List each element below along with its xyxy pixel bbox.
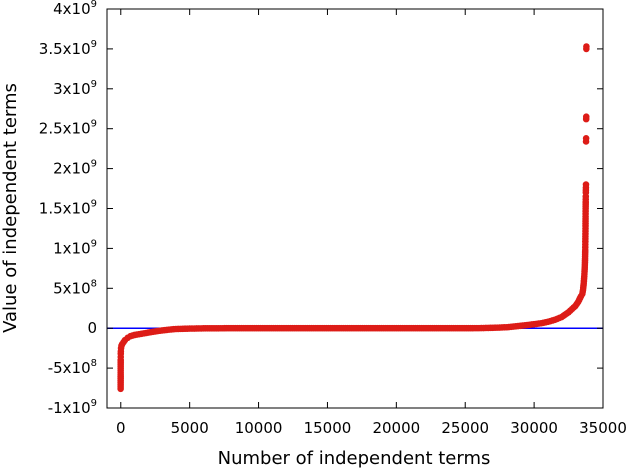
y-tick-exponent: 9 <box>91 199 97 210</box>
y-tick-label: -5x108 <box>48 358 97 377</box>
y-tick-exponent: 9 <box>91 79 97 90</box>
y-tick-label: 2.5x109 <box>39 119 97 138</box>
y-tick-mantissa: -1x10 <box>48 399 91 417</box>
y-tick-label: 5x108 <box>53 278 97 297</box>
y-tick-label: 3.5x109 <box>39 39 97 58</box>
y-tick-label: 0 <box>87 319 97 337</box>
y-tick-mantissa: 1.5x10 <box>39 200 91 218</box>
plot-area-frame <box>106 8 604 409</box>
y-tick-exponent: 9 <box>91 0 97 10</box>
x-tick-label: 0 <box>116 419 126 437</box>
x-tick-label: 25000 <box>441 419 489 437</box>
y-tick-mantissa: -5x10 <box>48 359 91 377</box>
y-tick-label: 4x109 <box>53 0 97 18</box>
y-axis-label: Value of independent terms <box>0 83 21 333</box>
y-tick-exponent: 9 <box>91 398 97 409</box>
y-tick-label: -1x109 <box>48 398 97 417</box>
y-tick-mantissa: 0 <box>87 319 97 337</box>
y-tick-mantissa: 2.5x10 <box>39 120 91 138</box>
data-point <box>582 113 590 121</box>
data-point <box>583 43 590 50</box>
y-tick-exponent: 9 <box>91 119 97 130</box>
y-tick-mantissa: 4x10 <box>53 0 91 18</box>
y-tick-exponent: 9 <box>91 39 97 50</box>
y-tick-mantissa: 3.5x10 <box>39 40 91 58</box>
data-point <box>582 181 590 188</box>
y-tick-label: 3x109 <box>53 79 97 98</box>
y-tick-label: 1.5x109 <box>39 199 97 218</box>
y-tick-exponent: 9 <box>91 159 97 170</box>
x-tick-label: 5000 <box>171 419 209 437</box>
x-axis-ticks: 0 5000 10000 15000 20000 25000 30000 35000 <box>116 9 627 437</box>
y-tick-exponent: 8 <box>91 278 97 289</box>
data-points-layer <box>117 43 590 393</box>
x-tick-label: 20000 <box>372 419 420 437</box>
x-tick-label: 10000 <box>235 419 283 437</box>
y-tick-label: 2x109 <box>53 159 97 178</box>
y-tick-label: 1x109 <box>53 238 97 257</box>
x-tick-label: 30000 <box>510 419 558 437</box>
x-axis-label: Number of independent terms <box>218 448 491 468</box>
y-tick-mantissa: 3x10 <box>53 80 91 98</box>
y-tick-mantissa: 5x10 <box>53 279 91 297</box>
y-tick-mantissa: 2x10 <box>53 160 91 178</box>
y-tick-exponent: 8 <box>91 358 97 369</box>
x-tick-label: 15000 <box>304 419 352 437</box>
y-tick-mantissa: 1x10 <box>53 239 91 257</box>
y-tick-exponent: 9 <box>91 238 97 249</box>
data-point <box>582 134 590 142</box>
x-tick-label: 35000 <box>579 419 627 437</box>
y-axis-ticks: -1x109-5x10805x1081x1091.5x1092x1092.5x1… <box>39 0 603 417</box>
